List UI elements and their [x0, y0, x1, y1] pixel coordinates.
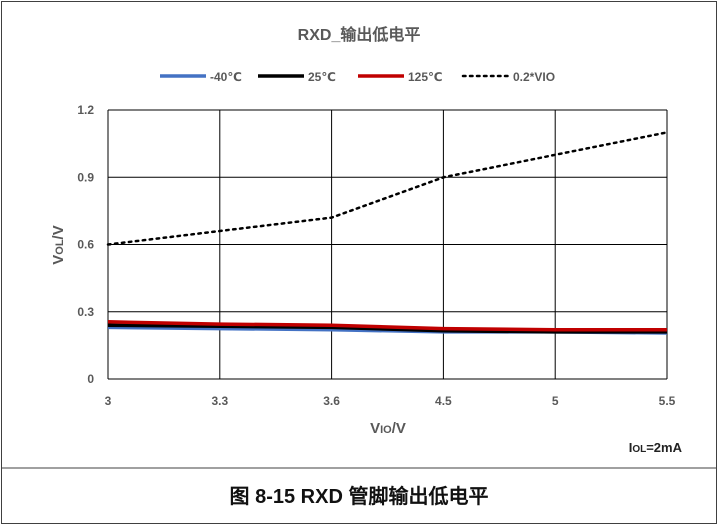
series-line-ref	[106, 131, 669, 246]
x-tick-label: 3.3	[211, 394, 228, 408]
y-tick-label: 0.6	[77, 238, 94, 252]
x-tick-label: 3.6	[323, 394, 340, 408]
x-tick-label: 5	[552, 394, 559, 408]
chart-title: RXD_输出低电平	[298, 25, 421, 44]
legend: -40℃ 25℃ 125℃ 0.2*VIO	[160, 70, 555, 84]
x-axis-label-sub: IO	[380, 424, 392, 436]
y-axis-label: VOL/V	[50, 225, 67, 264]
x-tick-label: 5.5	[659, 394, 676, 408]
legend-label: -40℃	[210, 70, 242, 84]
figure-caption: 图 8-15 RXD 管脚输出低电平	[230, 484, 489, 508]
y-tick-label: 0.9	[77, 170, 94, 184]
legend-label: 125℃	[408, 70, 443, 84]
y-axis-label-main: V	[50, 255, 67, 265]
current-note-sub: OL	[632, 444, 646, 455]
series-line-hot	[107, 320, 667, 332]
x-axis-label-suffix: /V	[392, 420, 406, 437]
x-tick-labels: 3 3.3 3.6 4.5 5 5.5	[105, 394, 676, 408]
x-tick-label: 3	[105, 394, 112, 408]
y-tick-labels: 0 0.3 0.6 0.9 1.2	[77, 103, 94, 386]
gridlines	[107, 109, 668, 380]
x-axis-label-main: V	[370, 420, 380, 437]
legend-label: 0.2*VIO	[513, 70, 555, 84]
current-note-suffix: =2mA	[646, 440, 682, 455]
series-lines	[106, 131, 669, 335]
y-axis-label-suffix: /V	[50, 225, 67, 239]
x-axis-label: VIO/V	[370, 420, 406, 437]
current-note: IOL=2mA	[629, 440, 683, 455]
y-tick-label: 0.3	[77, 305, 94, 319]
current-note-prefix: I	[629, 440, 633, 455]
y-tick-label: 0	[87, 372, 94, 386]
x-tick-label: 4.5	[435, 394, 452, 408]
y-tick-label: 1.2	[77, 103, 94, 117]
series-line-room	[107, 323, 667, 334]
legend-label: 25℃	[308, 70, 336, 84]
y-axis-label-sub: OL	[54, 239, 66, 255]
